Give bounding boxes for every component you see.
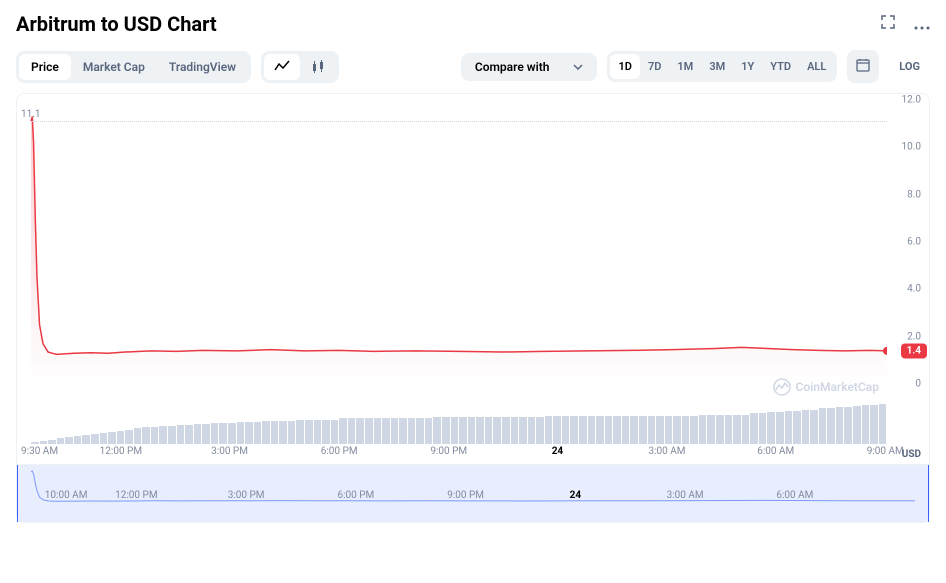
tab-marketcap[interactable]: Market Cap: [71, 54, 157, 80]
calendar-icon: [856, 58, 870, 72]
start-price-line: [31, 121, 887, 122]
coinmarketcap-logo-icon: [773, 378, 791, 396]
price-chart[interactable]: 11.1 02.04.06.08.010.012.0 1.4 CoinMarke…: [17, 94, 929, 464]
currency-label: USD: [902, 449, 921, 460]
brush-x-axis: 10:00 AM12:00 PM3:00 PM6:00 PM9:00 PM243…: [31, 490, 909, 504]
log-scale-button[interactable]: LOG: [889, 53, 930, 80]
start-price-label: 11.1: [21, 109, 41, 120]
timeframe-7d[interactable]: 7D: [640, 54, 669, 79]
timeframe-3m[interactable]: 3M: [701, 54, 733, 79]
current-price-badge: 1.4: [901, 343, 927, 358]
fullscreen-icon[interactable]: [880, 14, 896, 34]
watermark: CoinMarketCap: [773, 378, 879, 396]
candlestick-icon[interactable]: [300, 54, 336, 80]
x-axis: 9:30 AM12:00 PM3:00 PM6:00 PM9:00 PM243:…: [31, 446, 887, 460]
compare-button[interactable]: Compare with: [461, 53, 598, 81]
compare-label: Compare with: [475, 60, 550, 74]
timeframe-tabs: 1D 7D 1M 3M 1Y YTD ALL: [607, 51, 837, 82]
tab-tradingview[interactable]: TradingView: [157, 54, 248, 80]
y-axis: 02.04.06.08.010.012.0: [887, 94, 929, 464]
chevron-down-icon: [573, 64, 583, 70]
time-brush[interactable]: 10:00 AM12:00 PM3:00 PM6:00 PM9:00 PM243…: [17, 464, 929, 522]
chart-style-tabs: [261, 51, 339, 83]
price-line-svg: [17, 94, 887, 444]
calendar-button[interactable]: [847, 50, 879, 83]
tab-price[interactable]: Price: [19, 54, 71, 80]
more-icon[interactable]: [914, 15, 930, 34]
volume-bars: [31, 404, 887, 444]
timeframe-1y[interactable]: 1Y: [733, 54, 762, 79]
watermark-text: CoinMarketCap: [796, 380, 879, 394]
timeframe-1d[interactable]: 1D: [610, 54, 639, 79]
chart-type-tabs: Price Market Cap TradingView: [16, 51, 251, 83]
timeframe-ytd[interactable]: YTD: [762, 54, 799, 79]
page-title: Arbitrum to USD Chart: [16, 12, 217, 36]
timeframe-1m[interactable]: 1M: [669, 54, 701, 79]
line-chart-icon[interactable]: [264, 54, 300, 80]
timeframe-all[interactable]: ALL: [799, 54, 834, 79]
